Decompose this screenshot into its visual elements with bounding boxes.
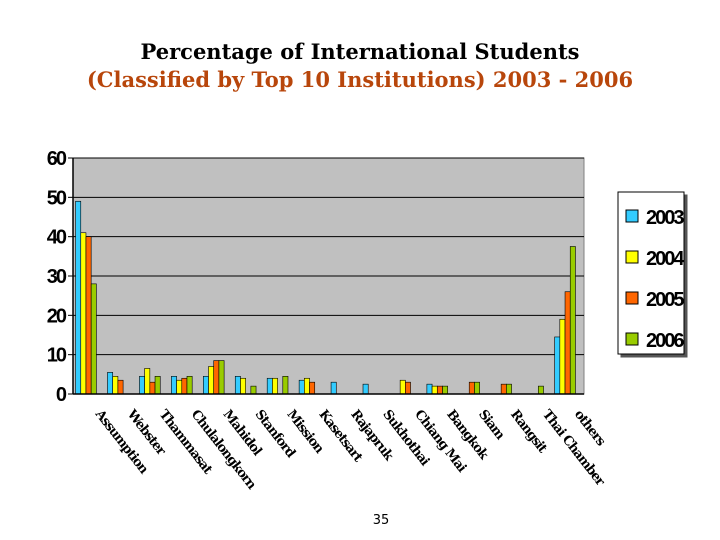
legend: 2003 2004 2005 2006 (617, 191, 687, 355)
bar-2005-webster (117, 379, 124, 395)
bar-2004-others (559, 318, 566, 395)
y-tick-label: 40 (47, 227, 67, 249)
y-tick-label: 30 (47, 266, 67, 288)
bar-2003-mahidol (203, 375, 209, 395)
bar-2003-chulalongkorn (171, 375, 177, 395)
bar-2005-thammasat (149, 381, 156, 395)
bar-2003-webster (107, 372, 114, 395)
bar-2006-mahidol (218, 360, 225, 395)
gridlines (73, 157, 584, 356)
bar-2004-webster (112, 375, 119, 395)
bar-2004-assumption (80, 232, 87, 395)
bar-2003-others (554, 336, 561, 395)
y-tick-label: 10 (47, 345, 67, 367)
bar-2003-kasetsart (298, 379, 305, 395)
bar-2004-kasetsart (304, 377, 310, 395)
bar-2005-rangsit (500, 383, 507, 395)
bar-2005-others (564, 291, 571, 395)
legend-swatch-2004 (625, 250, 639, 264)
bar-2006-chulalongkorn (186, 375, 193, 395)
bar-2003-bangkok (426, 383, 433, 395)
bar-2003-rajapruk (330, 381, 337, 395)
bar-2003-thammasat (139, 375, 145, 395)
bar-2006-stanford (250, 385, 257, 395)
bar-2003-assumption (75, 200, 82, 395)
bar-2006-thammasat (154, 375, 161, 395)
bar-2005-mahidol (213, 360, 220, 395)
legend-swatch-2003 (625, 209, 639, 223)
y-tick-label: 0 (56, 384, 67, 406)
legend-swatch-2005 (625, 291, 639, 305)
legend-label-2003: 2003 (646, 207, 684, 229)
bar-2004-mission (272, 377, 278, 395)
bar-2005-chiang-mai (405, 381, 411, 395)
bar-2003-sukhothai (362, 383, 369, 395)
bar-2004-stanford (240, 377, 246, 395)
bar-2004-bangkok (431, 385, 438, 395)
bar-2005-assumption (85, 236, 92, 395)
bar-2006-siam (474, 381, 480, 395)
bar-2005-kasetsart (309, 381, 316, 395)
legend-swatch-2006 (625, 332, 639, 346)
title-block: Percentage of International Students (Cl… (0, 38, 720, 94)
chart-title: Percentage of International Students (140, 39, 580, 64)
chart-subtitle: (Classified by Top 10 Institutions) 2003… (86, 67, 634, 92)
y-tick-label: 50 (47, 187, 67, 209)
bar-2004-chiang-mai (399, 379, 406, 395)
legend-label-2004: 2004 (646, 248, 685, 270)
bar-2006-rangsit (506, 383, 512, 395)
bar-2006-others (569, 246, 576, 395)
legend-label-2005: 2005 (646, 289, 684, 311)
bar-2006-bangkok (442, 385, 448, 395)
bar-2006-assumption (90, 283, 97, 395)
bar-2005-chulalongkorn (181, 377, 188, 395)
bar-2006-mission (282, 375, 289, 395)
bar-2006-thai-chamber (537, 385, 544, 395)
y-tick-label: 20 (47, 305, 67, 327)
bar-2005-siam (468, 381, 475, 395)
page-number: 35 (372, 513, 390, 528)
bar-2005-bangkok (436, 385, 443, 395)
bar-2004-mahidol (208, 366, 215, 395)
bar-2003-stanford (234, 375, 241, 395)
bar-2003-mission (266, 377, 273, 395)
y-tick-label: 60 (47, 148, 67, 170)
bar-2004-chulalongkorn (176, 379, 183, 395)
legend-label-2006: 2006 (646, 330, 684, 352)
bar-2004-thammasat (144, 368, 151, 395)
